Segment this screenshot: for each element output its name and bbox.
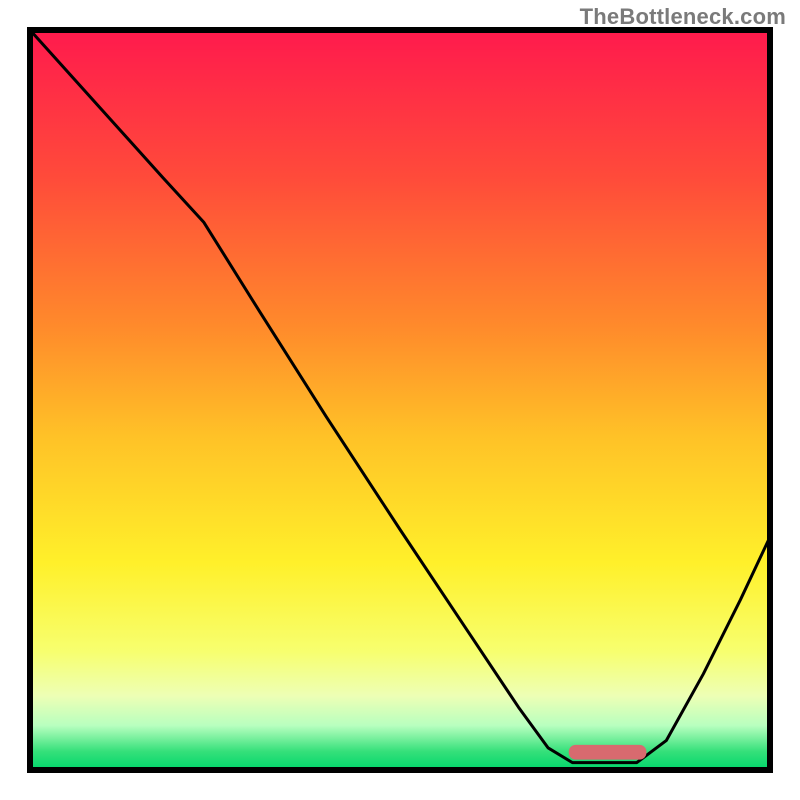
watermark-text: TheBottleneck.com bbox=[580, 4, 786, 30]
optimal-zone-marker bbox=[569, 745, 647, 760]
bottleneck-gradient-chart bbox=[0, 0, 800, 800]
chart-frame: TheBottleneck.com bbox=[0, 0, 800, 800]
gradient-background bbox=[30, 30, 770, 770]
